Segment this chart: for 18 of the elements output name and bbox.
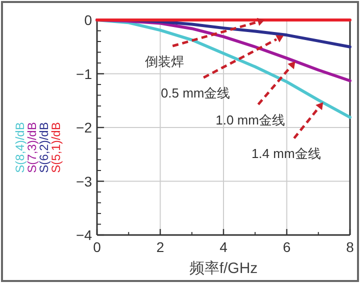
x-tick-label: 4 <box>220 239 228 255</box>
text: S(7,3)/dB <box>25 122 39 173</box>
annotation: 倒装焊 <box>145 54 184 69</box>
text: S(5,1)/dB <box>49 122 63 173</box>
annotation: 1.4 mm金线 <box>251 146 321 162</box>
y-tick-label: 0 <box>84 12 92 28</box>
x-tick-label: 6 <box>282 239 291 255</box>
text: S(8,4)/dB <box>13 122 27 173</box>
text: S(6,2)/dB <box>37 122 51 173</box>
y-tick-label: −1 <box>76 66 92 82</box>
x-tick-label: 2 <box>156 239 164 255</box>
y-tick-label: −2 <box>76 120 92 136</box>
annotation: 1.0 mm金线 <box>216 112 285 128</box>
x-tick-label: 8 <box>346 239 354 255</box>
x-axis-title: 频率f/GHz <box>189 260 258 277</box>
y-tick-label: −3 <box>76 173 92 190</box>
annotation: 0.5 mm金线 <box>160 86 230 101</box>
y-tick-label: −4 <box>76 227 92 243</box>
